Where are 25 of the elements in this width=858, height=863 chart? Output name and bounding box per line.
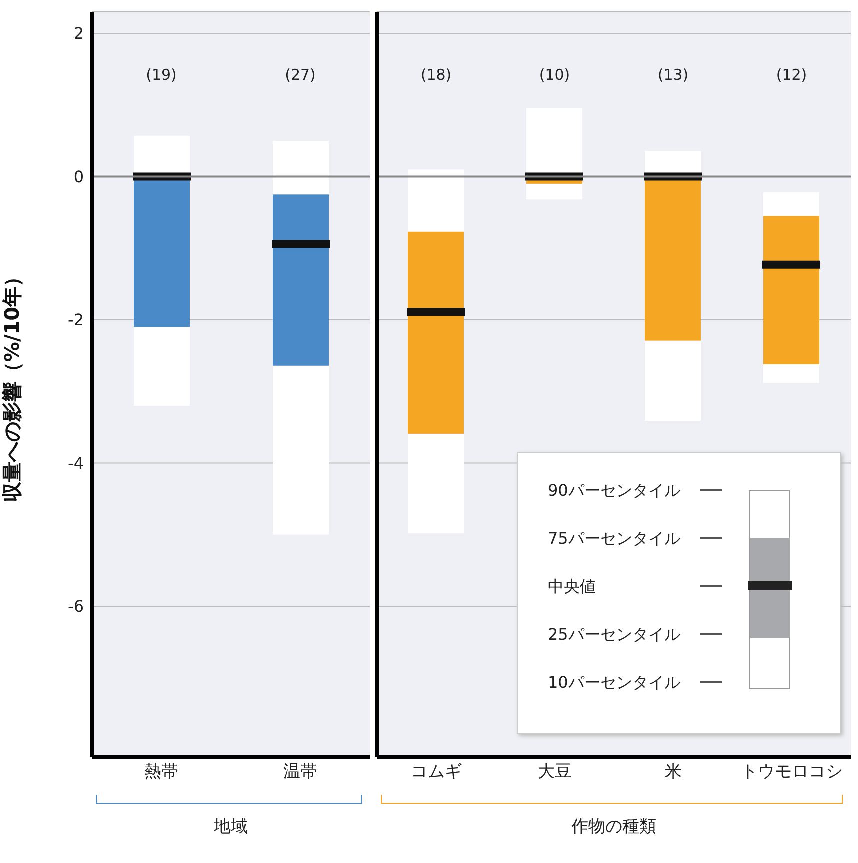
annotation: (13) [656, 66, 690, 84]
y-tick-label: 2 [74, 24, 84, 44]
x-tick-label: 熱帯 [144, 762, 178, 782]
annotation: 中央値 [548, 577, 596, 598]
x-tick-label: 温帯 [284, 762, 318, 782]
annotation: 90パーセンタイル [548, 481, 680, 502]
y-tick-label: -4 [68, 454, 84, 473]
x-tick-label: 米 [664, 762, 682, 782]
y-tick-label: -2 [68, 310, 84, 330]
annotation: (12) [775, 66, 808, 84]
annotation: (10) [538, 66, 572, 84]
annotation: (19) [145, 66, 178, 84]
x-tick-label: コムギ [410, 762, 462, 782]
y-axis-title: 収量への影響（%/10年） [0, 266, 24, 502]
annotation: (27) [284, 66, 317, 84]
text: 地域 [213, 816, 249, 838]
y-tick-label: 0 [74, 167, 84, 186]
y-tick-label: -6 [68, 597, 84, 616]
annotation: 25パーセンタイル [548, 625, 680, 646]
annotation: (18) [420, 66, 453, 84]
text: 作物の種類 [570, 816, 658, 838]
annotation: 10パーセンタイル [548, 673, 680, 694]
x-tick-label: 大豆 [538, 762, 572, 782]
annotation: 75パーセンタイル [548, 529, 680, 550]
x-tick-label: トウモロコシ [740, 762, 843, 782]
